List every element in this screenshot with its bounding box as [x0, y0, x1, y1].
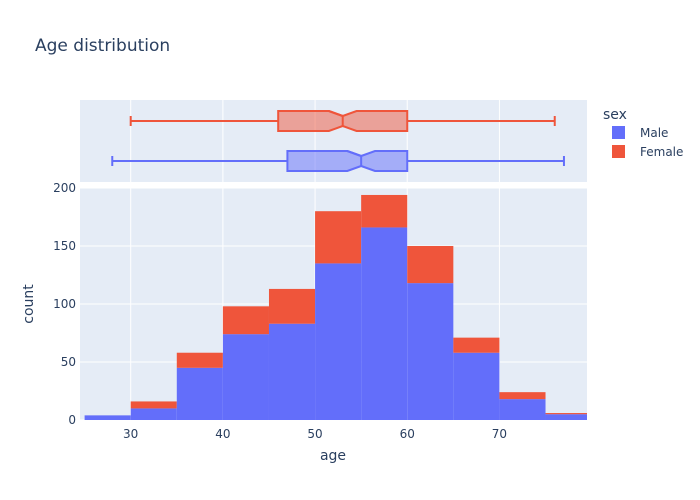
bar-female[interactable]: [130, 401, 177, 409]
boxplot-male[interactable]: [111, 150, 565, 172]
legend-title: sex: [603, 107, 627, 123]
bar-female[interactable]: [222, 306, 269, 335]
y-axis-label: count: [21, 284, 37, 324]
bar-female[interactable]: [453, 337, 500, 353]
boxplots: [111, 110, 565, 172]
bar-male[interactable]: [545, 414, 587, 420]
boxplot-notch: [328, 110, 344, 117]
x-tick-label: 40: [215, 427, 230, 441]
legend-label-female[interactable]: Female: [640, 145, 683, 159]
y-tick-label: 200: [53, 181, 76, 195]
bar-female[interactable]: [176, 352, 223, 368]
boxplot-female[interactable]: [129, 110, 556, 132]
legend-swatch-female[interactable]: [612, 145, 625, 158]
legend-label-male[interactable]: Male: [640, 126, 668, 140]
bar-male[interactable]: [84, 415, 131, 420]
x-tick-label: 60: [400, 427, 415, 441]
bar-male[interactable]: [453, 352, 500, 420]
bar-male[interactable]: [176, 367, 223, 420]
bar-male[interactable]: [407, 283, 454, 420]
y-tick-label: 50: [61, 355, 76, 369]
y-tick-label: 150: [53, 239, 76, 253]
x-axis-label: age: [320, 448, 346, 464]
x-tick-label: 30: [123, 427, 138, 441]
y-tick-label: 100: [53, 297, 76, 311]
bar-female[interactable]: [407, 246, 454, 284]
boxplot-notch: [346, 150, 362, 157]
bar-male[interactable]: [130, 408, 177, 420]
bar-female[interactable]: [315, 211, 362, 264]
bar-female[interactable]: [499, 392, 546, 400]
boxplot-box: [286, 150, 409, 172]
bar-male[interactable]: [315, 263, 362, 420]
y-tick-label: 0: [68, 413, 76, 427]
legend[interactable]: sex Male Female: [603, 107, 683, 159]
chart-title: Age distribution: [35, 36, 170, 56]
bar-female[interactable]: [268, 288, 316, 324]
bar-female[interactable]: [361, 194, 408, 228]
x-tick-label: 70: [492, 427, 507, 441]
histogram-bars: [84, 194, 587, 420]
x-tick-label: 50: [307, 427, 322, 441]
bar-male[interactable]: [499, 399, 546, 420]
bar-female[interactable]: [545, 413, 587, 415]
legend-swatch-male[interactable]: [612, 126, 625, 139]
tick-labels: 30 40 50 60 70 0 50 100 150 200: [53, 181, 507, 441]
bar-male[interactable]: [361, 227, 408, 420]
bar-male[interactable]: [268, 323, 316, 420]
bar-male[interactable]: [222, 334, 269, 420]
